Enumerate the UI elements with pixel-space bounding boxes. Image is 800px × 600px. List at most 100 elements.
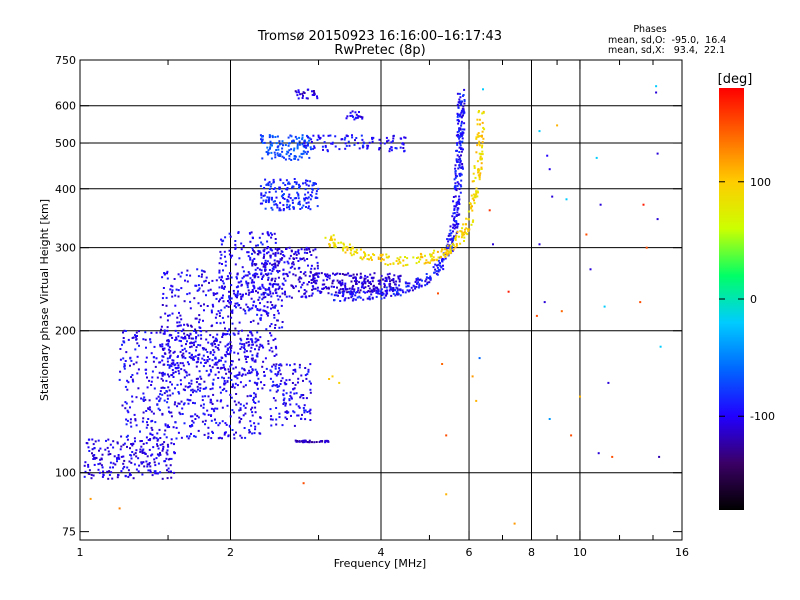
scatter-point — [184, 389, 186, 392]
scatter-point — [263, 141, 266, 144]
scatter-point — [279, 363, 282, 366]
scatter-point — [189, 425, 192, 428]
scatter-point — [150, 384, 153, 386]
scatter-point — [315, 192, 318, 195]
scatter-point — [267, 184, 270, 187]
trace-point — [456, 175, 458, 178]
trace-point — [406, 282, 409, 285]
scatter-point — [126, 409, 129, 412]
scatter-point — [353, 118, 356, 121]
trace-point — [359, 296, 362, 299]
scatter-point — [189, 307, 192, 310]
scatter-point — [351, 114, 354, 117]
scatter-point — [310, 279, 313, 282]
scatter-point — [137, 387, 140, 390]
trace-point — [460, 150, 463, 153]
trace-point — [450, 238, 453, 241]
scatter-point — [143, 465, 146, 468]
scatter-point — [304, 274, 307, 277]
scatter-point — [373, 289, 376, 292]
scatter-point — [146, 424, 149, 426]
scatter-point — [168, 351, 171, 354]
scatter-point — [361, 117, 364, 120]
scatter-point — [303, 142, 306, 145]
trace-point — [460, 154, 462, 157]
scatter-point — [141, 473, 144, 476]
scatter-point — [229, 333, 231, 336]
trace-point — [385, 292, 388, 295]
scatter-point — [243, 346, 246, 349]
scatter-point — [274, 266, 277, 269]
scatter-point — [190, 337, 193, 340]
scatter-point — [351, 110, 354, 113]
trace-point — [380, 297, 383, 300]
scatter-point — [194, 402, 196, 405]
trace-point — [378, 292, 381, 295]
scatter-point — [170, 374, 173, 377]
trace-point — [471, 220, 474, 223]
trace-point — [396, 257, 399, 260]
scatter-point — [117, 454, 120, 456]
scatter-point — [278, 285, 281, 288]
scatter-point — [183, 422, 186, 425]
scatter-point — [329, 274, 331, 277]
scatter-point — [271, 142, 274, 145]
scatter-point — [165, 304, 168, 307]
trace-point — [454, 220, 456, 223]
trace-point — [457, 214, 460, 216]
scatter-point — [313, 182, 316, 185]
trace-point — [458, 98, 461, 101]
sparse-point — [89, 497, 92, 500]
trace-point — [390, 287, 393, 290]
scatter-point — [254, 425, 257, 428]
scatter-point — [290, 296, 293, 299]
scatter-point — [287, 181, 290, 184]
trace-point — [459, 172, 462, 175]
scatter-point — [148, 399, 151, 402]
scatter-point — [225, 278, 228, 281]
scatter-point — [256, 313, 259, 316]
trace-point — [432, 259, 435, 262]
scatter-point — [254, 348, 256, 351]
scatter-point — [326, 273, 329, 276]
scatter-point — [177, 331, 180, 334]
scatter-point — [273, 203, 276, 206]
scatter-point — [311, 187, 314, 190]
scatter-point — [156, 376, 159, 379]
scatter-point — [314, 273, 317, 276]
trace-point — [462, 148, 464, 151]
trace-point — [464, 228, 466, 231]
scatter-point — [133, 463, 136, 466]
sparse-point — [441, 363, 444, 365]
scatter-point — [213, 363, 216, 366]
scatter-point — [254, 337, 257, 340]
scatter-point — [225, 351, 228, 353]
trace-point — [456, 154, 459, 157]
scatter-point — [275, 203, 278, 206]
scatter-point — [339, 272, 341, 275]
scatter-point — [124, 360, 127, 362]
scatter-point — [183, 347, 186, 350]
scatter-point — [202, 348, 205, 351]
trace-point — [467, 230, 470, 233]
scatter-point — [224, 333, 227, 336]
scatter-point — [309, 419, 312, 421]
scatter-point — [190, 345, 193, 348]
scatter-point — [321, 287, 324, 290]
scatter-point — [293, 387, 296, 390]
scatter-point — [268, 282, 271, 285]
scatter-point — [221, 437, 223, 440]
scatter-point — [158, 371, 161, 374]
scatter-point — [231, 386, 234, 388]
scatter-point — [385, 277, 388, 280]
scatter-point — [296, 146, 299, 148]
scatter-point — [310, 267, 313, 270]
trace-point — [482, 137, 485, 140]
scatter-point — [208, 281, 210, 284]
scatter-point — [302, 152, 305, 155]
trace-point — [381, 258, 383, 260]
trace-point — [401, 289, 404, 292]
scatter-point — [217, 344, 220, 347]
scatter-point — [212, 408, 215, 411]
trace-point — [455, 214, 458, 217]
